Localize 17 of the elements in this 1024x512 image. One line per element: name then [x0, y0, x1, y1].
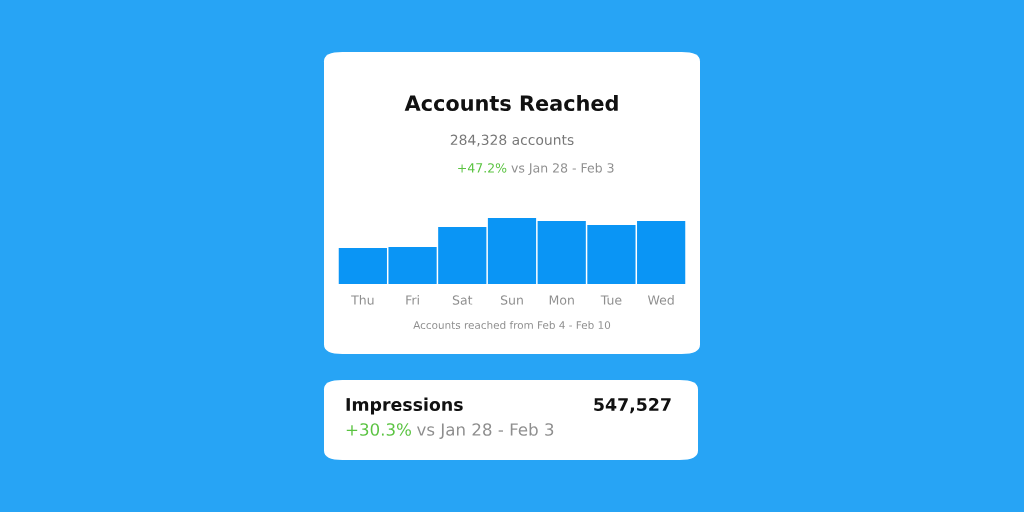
x-tick-label: Sat — [452, 295, 473, 305]
chart-subtitle: 284,328 accounts — [450, 134, 574, 147]
x-tick-label: Tue — [600, 295, 622, 305]
x-tick-label: Thu — [351, 295, 374, 305]
x-tick-label: Wed — [647, 295, 674, 305]
chart-title: Accounts Reached — [404, 94, 618, 112]
text: vs Jan 28 - Feb 3 — [511, 162, 614, 175]
text: vs Jan 28 - Feb 3 — [417, 422, 554, 439]
text: Accounts reached from Feb 4 - Feb 10 — [413, 320, 611, 330]
text: +30.3% — [346, 423, 411, 436]
text: Impressions — [346, 397, 463, 415]
text: +47.2% — [458, 163, 507, 173]
x-tick-label: Mon — [549, 295, 574, 305]
x-tick-label: Fri — [406, 295, 419, 305]
bar — [487, 218, 537, 284]
x-tick-label: Sun — [500, 295, 523, 305]
text: 547,527 — [594, 397, 671, 414]
